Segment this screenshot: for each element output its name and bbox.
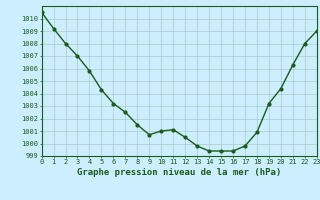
X-axis label: Graphe pression niveau de la mer (hPa): Graphe pression niveau de la mer (hPa) — [77, 168, 281, 177]
